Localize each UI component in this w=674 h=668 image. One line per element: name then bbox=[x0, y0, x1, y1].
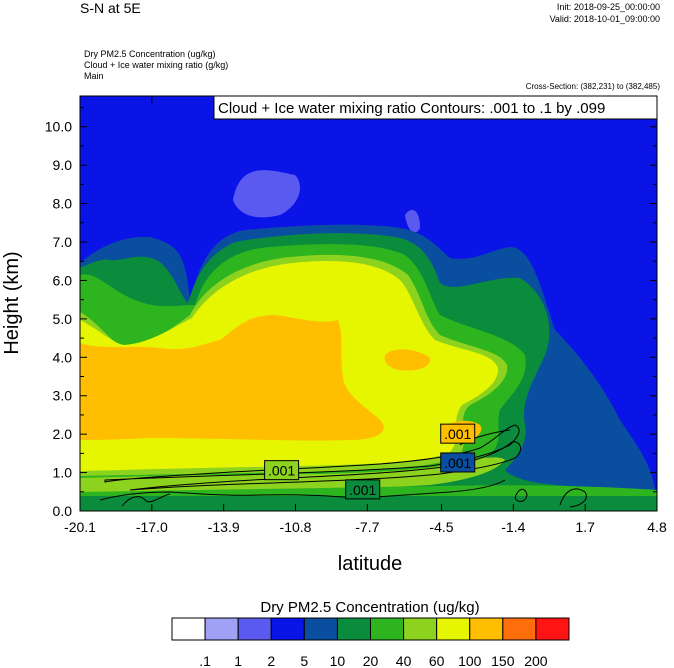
contour-label: .001 bbox=[440, 423, 476, 444]
colorbar-level-label: 150 bbox=[491, 653, 515, 668]
y-tick-label: 2.0 bbox=[53, 426, 73, 442]
colorbar-swatch bbox=[469, 617, 504, 641]
contour-line bbox=[99, 479, 506, 501]
plot-title: S-N at 5E bbox=[80, 0, 141, 16]
colorbar-swatch bbox=[336, 617, 371, 641]
colorbar-swatch bbox=[502, 617, 537, 641]
valid-time: Valid: 2018-10-01_09:00:00 bbox=[549, 14, 660, 24]
x-tick-label: 1.7 bbox=[575, 519, 595, 535]
field-main: Main bbox=[84, 71, 104, 81]
colorbar-level-label: 1 bbox=[234, 653, 242, 668]
colorbar-level-label: 20 bbox=[363, 653, 379, 668]
x-tick-label: -1.4 bbox=[501, 519, 525, 535]
field-pm25: Dry PM2.5 Concentration (ug/kg) bbox=[84, 49, 216, 59]
colorbar-swatch bbox=[436, 617, 471, 641]
x-axis-label: latitude bbox=[338, 553, 403, 575]
colorbar-level-label: .1 bbox=[199, 653, 211, 668]
x-tick-label: 4.8 bbox=[647, 519, 667, 535]
fill-level-100 bbox=[80, 315, 384, 441]
contour-label: .001 bbox=[264, 460, 300, 481]
colorbar-swatch bbox=[237, 617, 272, 641]
contour-line bbox=[559, 488, 587, 508]
contour-label-text: .001 bbox=[444, 455, 471, 471]
colorbar-level-label: 5 bbox=[300, 653, 308, 668]
contour-label: .001 bbox=[440, 452, 476, 473]
contour-labels: .001 .001 .001 .001 bbox=[264, 423, 476, 500]
colorbar-swatch bbox=[204, 617, 239, 641]
contour-label-box bbox=[440, 452, 476, 473]
field-cloud-ice: Cloud + Ice water mixing ratio (g/kg) bbox=[84, 60, 229, 70]
x-tick-label: -4.5 bbox=[429, 519, 453, 535]
y-tick-label: 7.0 bbox=[53, 234, 73, 250]
time-info: Init: 2018-09-25_00:00:00 Valid: 2018-10… bbox=[550, 1, 660, 25]
contour-info-box: Cloud + Ice water mixing ratio Contours:… bbox=[213, 95, 658, 120]
fill-level-10-surface bbox=[80, 496, 657, 511]
y-tick-label: 3.0 bbox=[53, 388, 73, 404]
contour-label-box bbox=[264, 460, 300, 481]
cross-section-label: Cross-Section: (382,231) to (382,485) bbox=[525, 82, 660, 91]
contour-line bbox=[121, 493, 171, 507]
colorbar-swatch bbox=[171, 617, 206, 641]
filled-contours bbox=[80, 96, 657, 511]
contour-line bbox=[514, 488, 528, 503]
axes: -20.1 -17.0 -13.9 -10.8 -7.7 -4.5 -1.4 1.7 4.8 0.… bbox=[45, 96, 667, 535]
x-tick-label: -10.8 bbox=[280, 519, 312, 535]
y-tick-label: 10.0 bbox=[45, 119, 72, 135]
fill-level-1-patch bbox=[405, 209, 420, 233]
x-tick-label: -17.0 bbox=[136, 519, 168, 535]
fill-level-1-patch bbox=[233, 170, 300, 218]
colorbar-level-label: 2 bbox=[267, 653, 275, 668]
x-tick-label: -20.1 bbox=[64, 519, 96, 535]
y-tick-label: 1.0 bbox=[53, 465, 73, 481]
colorbar-swatch bbox=[303, 617, 338, 641]
y-tick-label: 9.0 bbox=[53, 157, 73, 173]
colorbar-level-label: 100 bbox=[458, 653, 482, 668]
contour-label-box bbox=[345, 479, 381, 500]
contour-label-text: .001 bbox=[444, 426, 471, 442]
colorbar-swatch bbox=[270, 617, 305, 641]
init-time: Init: 2018-09-25_00:00:00 bbox=[556, 2, 660, 12]
y-tick-label: 0.0 bbox=[53, 503, 73, 519]
y-axis-label: Height (km) bbox=[1, 251, 23, 354]
colorbar-level-label: 10 bbox=[330, 653, 346, 668]
colorbar-title: Dry PM2.5 Concentration (ug/kg) bbox=[260, 599, 479, 616]
colorbar-swatch bbox=[403, 617, 438, 641]
fill-level-100 bbox=[384, 349, 431, 371]
contour-label: .001 bbox=[345, 479, 381, 500]
colorbar-swatch bbox=[370, 617, 405, 641]
colorbar: .1 1 2 5 10 20 40 60 100 150 200 bbox=[171, 617, 570, 668]
contour-label-text: .001 bbox=[268, 463, 295, 479]
y-tick-label: 6.0 bbox=[53, 272, 73, 288]
colorbar-level-label: 200 bbox=[524, 653, 548, 668]
contour-label-box bbox=[440, 423, 476, 444]
colorbar-level-label: 60 bbox=[429, 653, 445, 668]
y-tick-label: 5.0 bbox=[53, 311, 73, 327]
colorbar-swatch bbox=[535, 617, 570, 641]
y-tick-label: 4.0 bbox=[53, 349, 73, 365]
y-tick-label: 8.0 bbox=[53, 196, 73, 212]
x-tick-label: -13.9 bbox=[208, 519, 240, 535]
x-tick-label: -7.7 bbox=[355, 519, 379, 535]
colorbar-level-label: 40 bbox=[396, 653, 412, 668]
contour-info-text: Cloud + Ice water mixing ratio Contours:… bbox=[218, 100, 605, 117]
contour-label-text: .001 bbox=[349, 482, 376, 498]
field-list: Dry PM2.5 Concentration (ug/kg) Cloud + … bbox=[84, 49, 228, 82]
contour-info-background bbox=[213, 95, 658, 120]
